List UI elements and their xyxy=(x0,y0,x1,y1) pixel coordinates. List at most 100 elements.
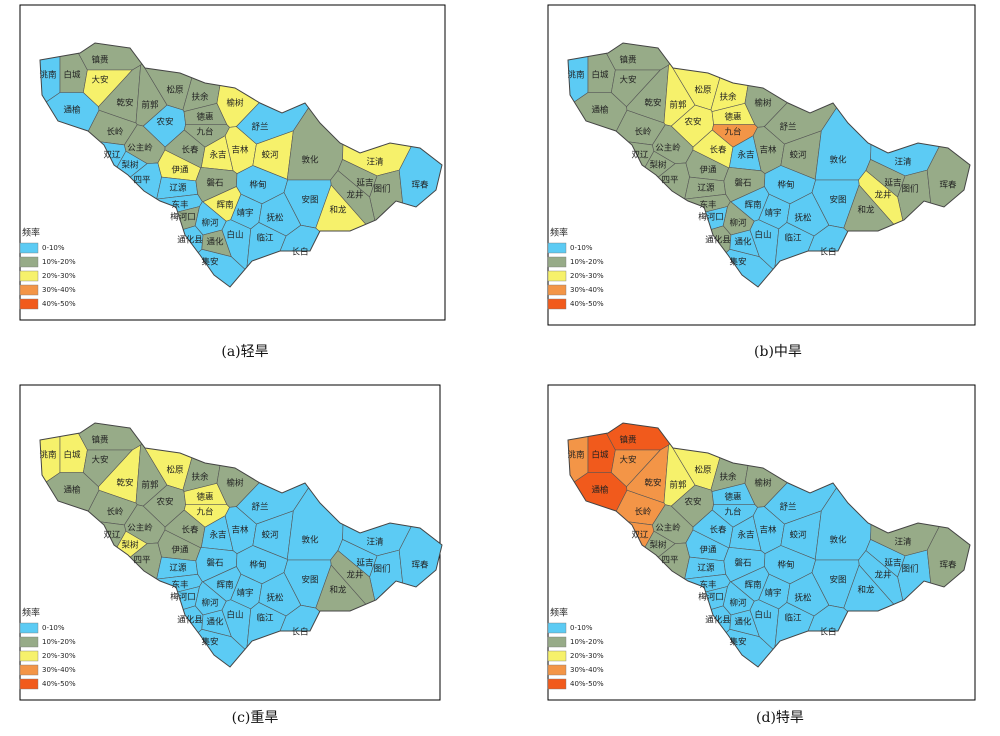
county-label: 舒兰 xyxy=(779,122,796,133)
county-label: 蛟河 xyxy=(789,530,807,541)
county-label: 通化 xyxy=(206,237,224,248)
county-label: 农安 xyxy=(156,497,173,508)
county-label: 通化 xyxy=(734,617,752,628)
county-label: 长春 xyxy=(709,525,727,536)
county-label: 东丰 xyxy=(171,200,189,211)
county-label: 扶余 xyxy=(191,472,209,483)
county-label: 蛟河 xyxy=(261,530,279,541)
county-label: 珲春 xyxy=(939,180,957,191)
county-label: 松原 xyxy=(166,85,183,96)
county-label: 集安 xyxy=(201,257,218,268)
legend-swatch xyxy=(547,678,567,690)
county-label: 舒兰 xyxy=(779,502,796,513)
county-label: 白山 xyxy=(226,230,243,241)
county-label: 四平 xyxy=(661,556,679,566)
legend-title: 频率 xyxy=(22,227,40,239)
county-label: 四平 xyxy=(133,556,151,566)
county-label: 吉林 xyxy=(759,525,777,536)
county-label: 长岭 xyxy=(106,507,124,518)
county-label: 德惠 xyxy=(196,492,213,503)
county-label: 乾安 xyxy=(116,478,133,489)
county-label: 农安 xyxy=(684,497,701,508)
county-label: 农安 xyxy=(684,117,701,128)
county-label: 永吉 xyxy=(209,150,226,161)
county-label: 安图 xyxy=(301,575,318,586)
county-label: 舒兰 xyxy=(251,122,268,133)
county-label: 梨树 xyxy=(649,540,667,551)
county-label: 松原 xyxy=(166,465,183,476)
county-label: 榆树 xyxy=(754,478,772,489)
county-label: 榆树 xyxy=(226,98,244,109)
county-label: 扶余 xyxy=(191,92,209,103)
county-label: 双辽 xyxy=(103,531,121,541)
county-label: 蛟河 xyxy=(261,150,279,161)
county-label: 东丰 xyxy=(699,580,717,591)
county-label: 图们 xyxy=(901,184,918,195)
legend-swatch xyxy=(19,298,39,310)
county-label: 图们 xyxy=(901,564,918,575)
legend-label: 40%-50% xyxy=(42,300,76,308)
county-label: 白山 xyxy=(226,610,243,621)
county-label: 图们 xyxy=(373,184,390,195)
county-label: 集安 xyxy=(729,637,746,648)
county-label: 梨树 xyxy=(649,160,667,171)
legend-swatch xyxy=(547,636,567,648)
county-label: 临江 xyxy=(256,233,274,244)
county-label: 扶余 xyxy=(719,472,737,483)
county-label: 梨树 xyxy=(121,540,139,551)
legend-title: 频率 xyxy=(550,607,568,619)
county-label: 前郭 xyxy=(669,100,687,111)
legend-swatch xyxy=(547,298,567,310)
county-label: 伊通 xyxy=(171,165,189,176)
county-label: 吉林 xyxy=(231,145,249,156)
county-label: 抚松 xyxy=(266,593,284,604)
county-label: 汪清 xyxy=(366,157,384,168)
province-outline xyxy=(567,422,971,668)
county-label: 长春 xyxy=(181,525,199,536)
county-label: 抚松 xyxy=(794,213,812,224)
county-label: 延吉 xyxy=(356,558,373,569)
legend-swatch xyxy=(19,636,39,648)
county-label: 扶余 xyxy=(719,92,737,103)
legend-label: 40%-50% xyxy=(570,680,604,688)
county-label: 梨树 xyxy=(121,160,139,171)
county-label: 九台 xyxy=(196,507,213,518)
county-label: 临江 xyxy=(784,233,802,244)
county-label: 龙井 xyxy=(346,190,363,201)
legend-label: 20%-30% xyxy=(42,272,76,280)
county-label: 通化县 xyxy=(177,615,203,626)
county-label: 通化 xyxy=(734,237,752,248)
legend-label: 0-10% xyxy=(42,624,65,632)
county-label: 四平 xyxy=(661,176,679,186)
county-label: 德惠 xyxy=(724,492,741,503)
province-outline xyxy=(567,42,971,288)
county-label: 白城 xyxy=(63,70,81,81)
county-label: 靖宇 xyxy=(764,588,781,599)
legend-swatch xyxy=(547,242,567,254)
county-label: 梅河口 xyxy=(170,212,196,223)
county-label: 辉南 xyxy=(744,580,761,591)
county-label: 和龙 xyxy=(857,585,875,596)
county-label: 双辽 xyxy=(631,151,649,161)
county-label: 大安 xyxy=(91,455,108,466)
county-label: 公主岭 xyxy=(127,523,153,534)
panel-caption: (d)特旱 xyxy=(756,710,804,726)
legend-label: 30%-40% xyxy=(42,666,76,674)
county-label: 东丰 xyxy=(171,580,189,591)
legend-swatch xyxy=(547,622,567,634)
panel-caption: (c)重旱 xyxy=(232,710,279,726)
county-label: 长岭 xyxy=(634,507,652,518)
county-label: 梅河口 xyxy=(698,592,724,603)
county-label: 松原 xyxy=(694,465,711,476)
county-label: 榆树 xyxy=(754,98,772,109)
county-label: 磐石 xyxy=(734,178,751,189)
county-label: 辽源 xyxy=(697,184,715,194)
county-label: 白城 xyxy=(63,450,81,461)
county-label: 通化 xyxy=(206,617,224,628)
county-label: 龙井 xyxy=(874,190,891,201)
county-label: 永吉 xyxy=(209,530,226,541)
legend-swatch xyxy=(547,256,567,268)
county-label: 双辽 xyxy=(631,531,649,541)
county-label: 柳河 xyxy=(729,218,747,229)
county-label: 九台 xyxy=(724,507,741,518)
